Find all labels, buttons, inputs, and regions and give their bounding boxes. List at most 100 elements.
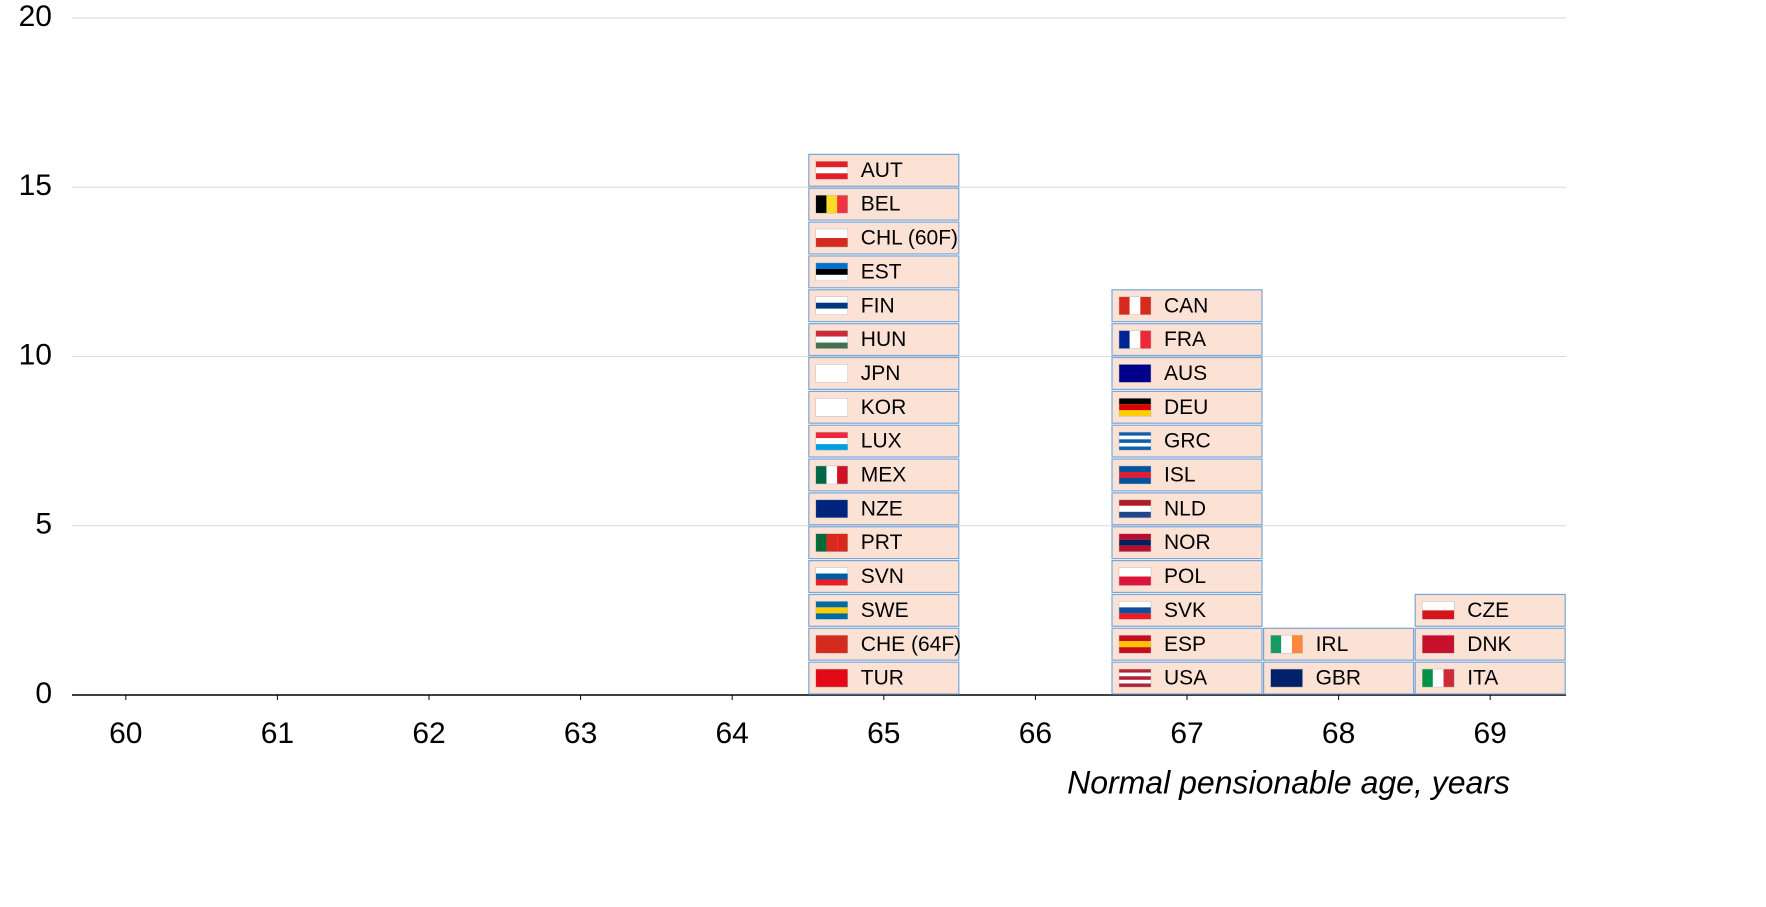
flag-stripe [1119, 669, 1151, 673]
country-label: PRT [861, 531, 903, 554]
flag-stripe [837, 465, 848, 484]
flag-border [1118, 567, 1152, 586]
flag-stripe [815, 465, 827, 484]
flag-border [815, 296, 849, 315]
country-label: CAN [1164, 294, 1208, 317]
flag-stripe [1119, 647, 1151, 654]
country-box: AUS [1111, 356, 1263, 390]
country-box: HUN [808, 323, 960, 357]
country-box: POL [1111, 559, 1263, 594]
flag-stripe [815, 302, 848, 309]
country-box: SVK [1111, 593, 1263, 627]
flag-border [815, 194, 849, 214]
country-label: SVN [861, 565, 904, 588]
flag-stripe [815, 613, 848, 620]
flag-stripe [815, 444, 848, 451]
flag-stripe [1119, 446, 1151, 451]
flag-stripe [1119, 505, 1151, 512]
flag-border [1118, 398, 1152, 417]
flag-stripe [815, 262, 848, 269]
flag-border [1270, 634, 1303, 654]
flag-stripe [1119, 499, 1151, 506]
flag-stripe [1129, 296, 1141, 315]
country-box: FRA [1111, 323, 1263, 357]
country-label: HUN [861, 328, 907, 351]
y-tick-label: 15 [19, 169, 52, 202]
flag-border [815, 634, 849, 654]
flag-stripe [1119, 533, 1151, 540]
country-label: DEU [1164, 396, 1208, 419]
flag-stripe [1119, 635, 1151, 642]
x-tick-label: 60 [109, 717, 142, 750]
flag-stripe [815, 330, 848, 337]
country-label: ESP [1164, 633, 1206, 656]
flag-stripe [826, 533, 838, 552]
flag-stripe [1422, 635, 1455, 654]
y-tick-label: 10 [19, 338, 52, 371]
country-box: CHL (60F) [808, 221, 960, 255]
flag-border [1421, 634, 1455, 654]
country-box: NOR [1111, 526, 1263, 560]
flag-border [815, 364, 849, 383]
country-box: DEU [1111, 390, 1263, 424]
country-box: BEL [808, 187, 960, 221]
flag-stripe [1432, 669, 1444, 688]
flag-border [815, 567, 849, 586]
flag-stripe [815, 342, 848, 349]
country-label: AUT [861, 159, 903, 182]
flag-stripe [815, 533, 827, 552]
country-box: CZE [1414, 593, 1566, 627]
flag-stripe [1119, 601, 1151, 608]
country-box: IRL [1262, 627, 1415, 661]
country-box: GBR [1262, 661, 1415, 695]
flag-stripe [1119, 410, 1151, 417]
flag-stripe [1119, 442, 1151, 447]
flag-stripe [815, 398, 848, 417]
flag-border [1118, 634, 1152, 654]
country-label: NZE [861, 497, 903, 520]
country-box: ISL [1111, 458, 1263, 492]
country-label: GBR [1316, 667, 1362, 690]
flag-stripe [815, 607, 848, 614]
flag-stripe [1119, 576, 1151, 586]
flag-stripe [815, 268, 848, 275]
country-box: USA [1111, 661, 1263, 695]
country-label: NLD [1164, 497, 1206, 520]
flag-stripe [1119, 679, 1151, 684]
country-box: ITA [1414, 661, 1566, 695]
country-label: ISL [1164, 464, 1196, 487]
flag-border [815, 431, 849, 451]
flag-border [815, 533, 849, 552]
country-label: BEL [861, 193, 901, 216]
x-tick-label: 65 [867, 717, 900, 750]
country-label: CZE [1467, 599, 1509, 622]
country-box: CHE (64F) [808, 627, 961, 661]
flag-stripe [815, 601, 848, 608]
country-label: CHL (60F) [861, 227, 958, 250]
flag-border [1118, 668, 1152, 688]
country-label: FRA [1164, 328, 1206, 351]
x-tick-label: 63 [564, 717, 597, 750]
country-label: LUX [861, 430, 902, 453]
flag-border [1421, 601, 1455, 620]
country-box: NLD [1111, 492, 1263, 526]
flag-stripe [1119, 676, 1151, 680]
flag-stripe [1140, 330, 1151, 349]
country-box: KOR [808, 390, 960, 424]
x-tick-label: 64 [716, 717, 749, 750]
flag-stripe [815, 161, 848, 168]
country-box: SVN [808, 559, 960, 594]
flag-border [1118, 330, 1152, 349]
x-tick-label: 61 [261, 717, 294, 750]
x-tick-label: 67 [1170, 717, 1203, 750]
flag-border [815, 398, 849, 417]
country-label: NOR [1164, 531, 1211, 554]
flag-stripe [1422, 669, 1433, 688]
flag-stripe [1119, 435, 1151, 440]
y-tick-label: 0 [35, 677, 52, 710]
country-label: AUS [1164, 362, 1207, 385]
flag-stripe [1281, 635, 1292, 654]
flag-stripe [837, 533, 848, 552]
x-tick-label: 69 [1474, 717, 1507, 750]
flag-stripe [815, 364, 848, 383]
